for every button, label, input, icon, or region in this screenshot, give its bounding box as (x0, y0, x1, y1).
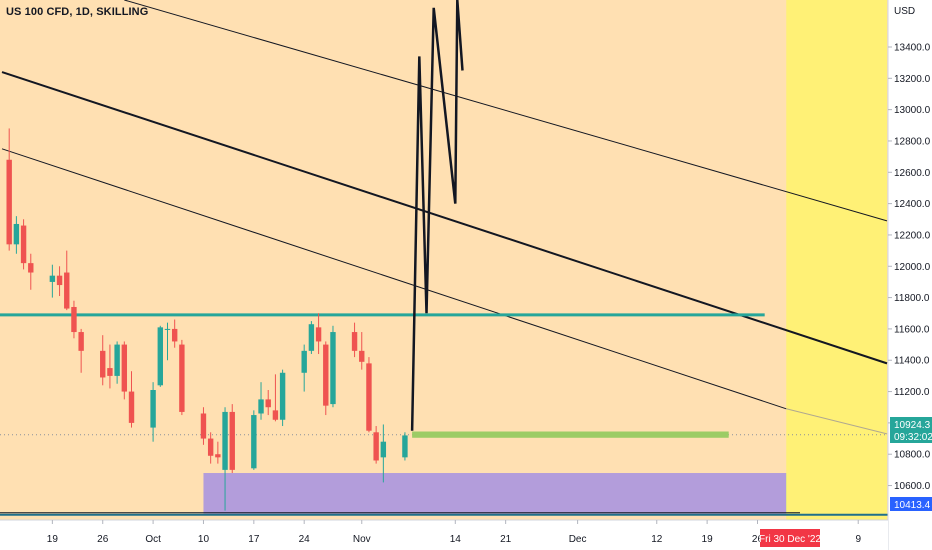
bull-candle (258, 399, 264, 414)
bear-candle (207, 438, 214, 456)
time-axis-panel[interactable] (0, 520, 888, 550)
current-price-tag: 10924.3 09:32:02 (890, 417, 932, 443)
bear-candle (215, 454, 221, 458)
date-cursor-label: Fri 30 Dec '22 (759, 534, 821, 545)
date-cursor-tag: Fri 30 Dec '22 (759, 529, 821, 547)
time-axis-ticks: 19 26 Oct 10 17 24 Nov 14 21 Dec 12 19 26 9 (47, 520, 861, 545)
countdown-timer: 09:32:02 (894, 432, 932, 443)
date-cursor-tag-box (760, 529, 820, 547)
bear-candle (20, 225, 27, 264)
price-tick-label: 11600.0 (894, 324, 930, 335)
bull-candle (308, 324, 315, 351)
price-tick-label: 12000.0 (894, 262, 931, 273)
yellow-time-zone (786, 0, 887, 520)
bear-candle (373, 432, 379, 461)
bear-candle (229, 411, 235, 470)
current-price-tag-box (890, 417, 932, 443)
bear-candle (200, 413, 207, 439)
bear-candle (71, 306, 77, 333)
target-bar (412, 431, 729, 438)
drawings-layer (0, 0, 888, 516)
bear-candle (64, 272, 70, 309)
time-tick-label: Nov (353, 534, 371, 545)
time-tick-label: 26 (752, 534, 764, 545)
price-tick-label: 11200.0 (894, 387, 930, 398)
bear-candle (128, 391, 135, 423)
zones-layer (0, 0, 888, 520)
bear-candle (265, 399, 271, 408)
bear-candle (323, 344, 329, 406)
bear-candle (56, 275, 63, 286)
price-tick-label: 11400.0 (894, 356, 930, 367)
bear-candle (100, 350, 106, 378)
price-tick-label: 13000.0 (894, 105, 931, 116)
bear-candle (171, 328, 178, 342)
bear-candle (179, 344, 185, 412)
bull-candle (150, 390, 156, 428)
low-price-value: 10413.4 (894, 500, 931, 511)
bear-candle (315, 327, 322, 342)
currency-label: USD (894, 6, 915, 17)
time-tick-label: 24 (299, 534, 311, 545)
bull-candle (222, 411, 228, 470)
price-tick-label: 11800.0 (894, 293, 930, 304)
purple-demand-zone (203, 473, 787, 514)
overlay-layer (410, 0, 729, 438)
bull-candle (330, 332, 336, 405)
time-tick-label: 14 (450, 534, 462, 545)
price-tick-label: 10800.0 (894, 450, 931, 461)
upper-channel-line (124, 0, 888, 222)
price-tick-label: 12400.0 (894, 199, 931, 210)
time-tick-label: 19 (47, 534, 59, 545)
price-tick-label: 12600.0 (894, 168, 931, 179)
time-tick-label: Dec (569, 534, 587, 545)
plot-background (0, 0, 888, 520)
time-tick-label: 12 (651, 534, 663, 545)
low-price-tag-box (890, 497, 932, 511)
current-price-value: 10924.3 (894, 420, 931, 431)
time-tick-label: 9 (855, 534, 861, 545)
bull-candle (49, 275, 56, 282)
bull-candle (301, 350, 307, 373)
bear-candle (366, 363, 372, 431)
candles-layer (6, 128, 408, 511)
price-tick-label: 12800.0 (894, 136, 931, 147)
time-tick-label: 19 (702, 534, 714, 545)
bear-candle (351, 332, 358, 351)
bear-candle (121, 344, 128, 392)
time-tick-label: 21 (500, 534, 512, 545)
price-tick-label: 12200.0 (894, 230, 931, 241)
lower-channel-extension (786, 408, 888, 435)
bear-candle (359, 350, 365, 362)
price-tick-label: 13200.0 (894, 74, 931, 85)
bear-candle (272, 410, 279, 420)
bull-candle (279, 372, 286, 420)
bull-candle (402, 435, 408, 458)
bull-candle (380, 441, 387, 458)
bear-candle (28, 263, 34, 273)
price-tick-label: 10600.0 (894, 481, 931, 492)
bull-candle (114, 344, 120, 376)
bear-candle (78, 332, 84, 351)
time-tick-label: 10 (198, 534, 210, 545)
low-price-tag: 10413.4 (890, 497, 932, 511)
bear-candle (107, 368, 113, 376)
time-tick-label: Oct (145, 534, 161, 545)
price-axis-panel[interactable] (888, 0, 932, 550)
symbol-title: US 100 CFD, 1D, SKILLING (6, 6, 149, 18)
bull-candle (157, 327, 163, 386)
projection-path (410, 0, 464, 431)
time-tick-label: 17 (248, 534, 260, 545)
bull-candle (164, 328, 171, 330)
bear-candle (6, 159, 12, 245)
bull-candle (13, 223, 20, 245)
price-tick-label: 13400.0 (894, 42, 931, 53)
bull-candle (251, 415, 257, 469)
time-tick-label: 26 (97, 534, 109, 545)
lower-channel-line (1, 148, 787, 410)
